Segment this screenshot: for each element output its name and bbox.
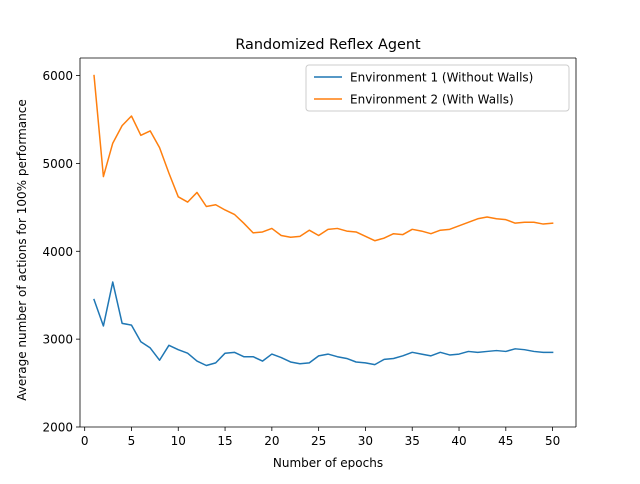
x-axis-label: Number of epochs: [273, 456, 383, 470]
x-tick-label: 10: [171, 434, 186, 448]
y-tick-label: 5000: [42, 157, 73, 171]
x-tick-label: 15: [217, 434, 232, 448]
y-tick-label: 2000: [42, 421, 73, 435]
axes-layer: 0 5 10 15 20 25 30 35 40 45 50 2000 3000 4000 5000 6000: [42, 57, 577, 448]
x-tick-label: 30: [358, 434, 373, 448]
x-tick-label: 45: [498, 434, 513, 448]
legend-label-2: Environment 2 (With Walls): [350, 93, 514, 107]
x-tick-label: 20: [264, 434, 279, 448]
series-line-1: [93, 281, 554, 367]
y-tick-label: 3000: [42, 333, 73, 347]
x-tick-label: 25: [311, 434, 326, 448]
series-layer: [93, 74, 554, 367]
x-tick-label: 35: [405, 434, 420, 448]
legend: Environment 1 (Without Walls) Environment…: [305, 64, 570, 112]
x-tick-label: 40: [451, 434, 466, 448]
legend-label-1: Environment 1 (Without Walls): [350, 71, 533, 85]
x-tick-label: 5: [128, 434, 136, 448]
y-axis-label: Average number of actions for 100% perfo…: [15, 99, 29, 400]
x-tick-label: 0: [81, 434, 89, 448]
chart-title: Randomized Reflex Agent: [235, 37, 421, 53]
y-tick-label: 6000: [42, 69, 73, 83]
series-line-2: [93, 74, 554, 242]
x-tick-label: 50: [545, 434, 560, 448]
legend-box: [305, 64, 570, 112]
y-tick-label: 4000: [42, 245, 73, 259]
